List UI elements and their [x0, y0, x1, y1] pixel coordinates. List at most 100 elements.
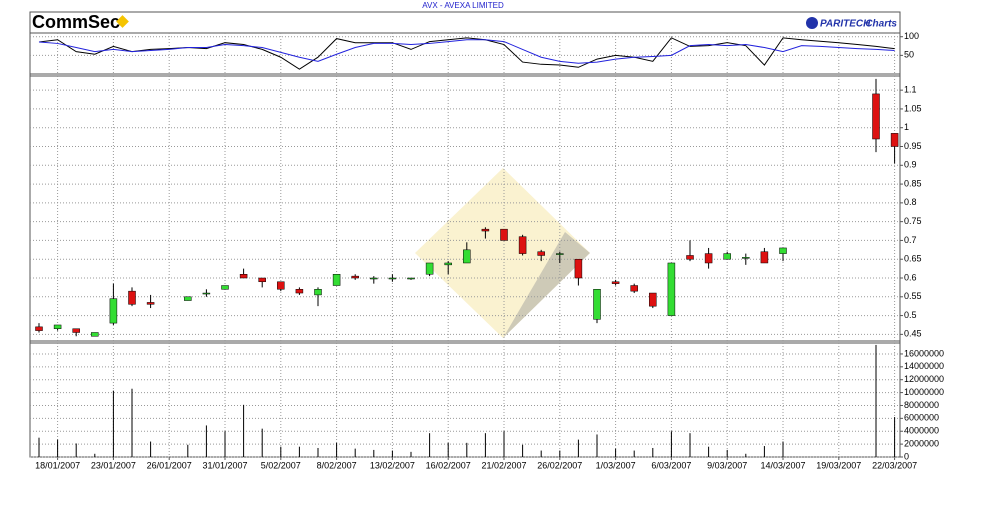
volume-bar	[596, 434, 598, 457]
volume-bar	[317, 447, 319, 457]
candle-body	[463, 249, 471, 264]
candle-body	[202, 292, 211, 295]
candle-body	[593, 289, 601, 320]
volume-bar	[745, 453, 747, 457]
y-tick-label: 0.5	[904, 310, 917, 320]
volume-bar	[484, 433, 486, 457]
x-tick-label: 1/03/2007	[596, 460, 636, 470]
candle-body	[667, 262, 676, 316]
volume-bar	[466, 442, 468, 457]
x-tick-label: 26/01/2007	[147, 460, 192, 470]
x-tick-label: 21/02/2007	[481, 460, 526, 470]
candle-body	[779, 247, 787, 254]
candle-body	[611, 281, 620, 284]
candle-body	[890, 133, 899, 147]
candle-body	[239, 274, 248, 279]
y-tick-label: 2000000	[904, 438, 939, 448]
y-tick-label: 1.05	[904, 103, 922, 113]
volume-bar	[726, 449, 728, 457]
candle-body	[184, 296, 192, 301]
x-tick-label: 14/03/2007	[760, 460, 805, 470]
x-tick-label: 6/03/2007	[651, 460, 691, 470]
y-tick-label: 0.75	[904, 216, 922, 226]
candle-body	[556, 253, 564, 255]
candle-body	[91, 332, 99, 337]
volume-bar	[503, 431, 505, 457]
candle-body	[742, 257, 750, 259]
volume-bar	[354, 448, 356, 457]
volume-bar	[298, 446, 300, 457]
x-tick-label: 18/01/2007	[35, 460, 80, 470]
volume-bar	[243, 404, 245, 457]
y-tick-label: 12000000	[904, 374, 944, 384]
volume-bar	[875, 344, 877, 457]
candle-body	[649, 292, 657, 307]
candle-body	[407, 277, 415, 280]
y-tick-label: 14000000	[904, 361, 944, 371]
candle-body	[686, 255, 694, 260]
x-tick-label: 13/02/2007	[370, 460, 415, 470]
candle-body	[518, 236, 527, 254]
candle-body	[146, 302, 155, 305]
volume-bar	[670, 431, 672, 457]
y-tick-label: 4000000	[904, 426, 939, 436]
watermark	[415, 168, 590, 338]
y-tick-label: 0.9	[904, 160, 917, 170]
candle-body	[425, 262, 434, 275]
volume-bar	[615, 448, 617, 457]
y-tick-label: 0.95	[904, 141, 922, 151]
volume-bar	[336, 442, 338, 457]
y-tick-label: 50	[904, 50, 914, 60]
y-tick-label: 0.65	[904, 254, 922, 264]
candle-body	[704, 253, 713, 264]
chart-title: AVX - AVEXA LIMITED	[422, 1, 504, 10]
candle-body	[370, 277, 378, 280]
candle-body	[35, 326, 43, 331]
x-tick-label: 31/01/2007	[202, 460, 247, 470]
volume-bar	[633, 450, 635, 457]
volume-bar	[94, 453, 96, 457]
volume-bar	[131, 388, 133, 457]
candle-body	[314, 289, 322, 296]
volume-bar	[689, 433, 691, 457]
brand-right-suffix: Charts	[865, 19, 897, 30]
y-tick-label: 1.1	[904, 85, 917, 95]
volume-bar	[763, 446, 765, 457]
candle-body	[500, 228, 508, 241]
volume-bar	[57, 439, 59, 457]
volume-bar	[38, 437, 40, 457]
volume-bar	[522, 444, 524, 457]
candle-body	[351, 275, 359, 279]
candle-body	[760, 251, 769, 264]
x-tick-label: 9/03/2007	[707, 460, 747, 470]
candle-body	[221, 285, 229, 290]
candle-body	[872, 93, 880, 140]
y-tick-label: 0.55	[904, 291, 922, 301]
y-tick-label: 0.7	[904, 235, 917, 245]
y-tick-label: 6000000	[904, 413, 939, 423]
volume-bar	[540, 450, 542, 457]
volume-bar	[280, 446, 282, 457]
y-tick-label: 0.6	[904, 272, 917, 282]
candle-body	[258, 277, 266, 283]
y-tick-label: 1	[904, 122, 909, 132]
y-tick-label: 16000000	[904, 348, 944, 358]
x-tick-label: 22/03/2007	[872, 460, 917, 470]
volume-bar	[447, 442, 449, 457]
y-tick-label: 0.85	[904, 178, 922, 188]
candle-body	[295, 289, 304, 294]
candle-body	[332, 274, 341, 286]
volume-bar	[75, 443, 77, 457]
volume-bar	[391, 450, 393, 457]
y-tick-label: 0	[904, 451, 909, 461]
volume-bar	[577, 439, 579, 457]
candle-body	[109, 298, 118, 324]
candle-body	[128, 290, 136, 305]
volume-bar	[410, 451, 412, 457]
indicator-line	[38, 37, 895, 70]
candle-body	[574, 258, 583, 279]
brand-icon	[806, 17, 818, 29]
volume-bar	[429, 433, 431, 457]
candle-body	[277, 281, 285, 290]
